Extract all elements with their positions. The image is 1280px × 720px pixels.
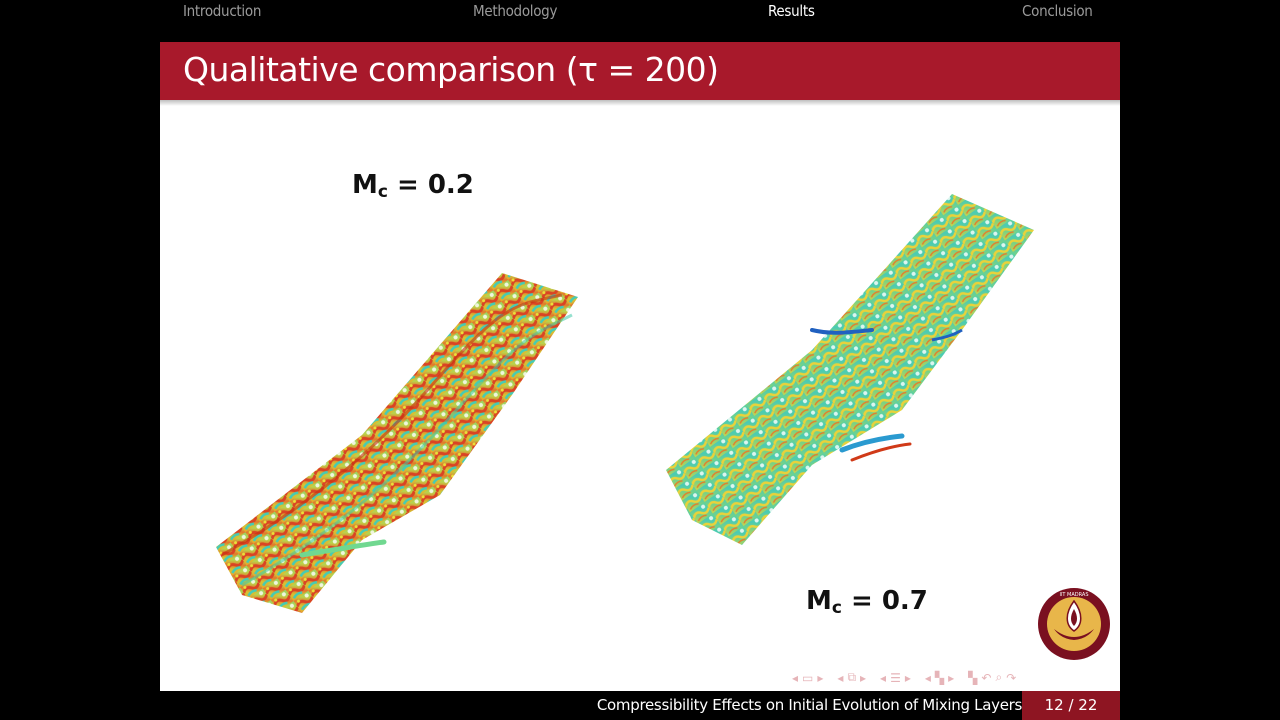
nav-conclusion[interactable]: Conclusion xyxy=(1022,2,1093,20)
vortex-visualization-mc07 xyxy=(666,194,1034,545)
nav-results[interactable]: Results xyxy=(768,2,815,20)
section-icon[interactable]: ☰ xyxy=(890,670,901,685)
label-symbol: M xyxy=(806,586,832,616)
subsection-next-icon[interactable]: ▸ xyxy=(860,670,867,685)
figure-label-left: Mc = 0.2 xyxy=(352,170,474,202)
title-bar-shadow xyxy=(160,100,1120,106)
beamer-navigation-controls: ◂ ▭ ▸ ◂ ⧉ ▸ ◂ ☰ ▸ ◂ ▚ ▸ ▚ ↶ ⌕ ↷ xyxy=(792,670,1016,685)
page-number: 12 / 22 xyxy=(1022,691,1120,720)
presentation-next-icon[interactable]: ▸ xyxy=(948,670,955,685)
back-icon[interactable]: ↶ xyxy=(981,670,992,685)
slide-title: Qualitative comparison (τ = 200) xyxy=(183,50,719,89)
footer-presentation-title: Compressibility Effects on Initial Evolu… xyxy=(596,696,1022,714)
svg-text:IIT MADRAS: IIT MADRAS xyxy=(1059,592,1088,598)
slide: Introduction Methodology Results Conclus… xyxy=(160,0,1120,720)
presentation-icon[interactable]: ▚ xyxy=(934,670,945,685)
frame-prev-icon[interactable]: ◂ xyxy=(792,670,799,685)
appendix-icon[interactable]: ▚ xyxy=(968,670,978,685)
search-icon[interactable]: ⌕ xyxy=(995,670,1003,684)
iit-madras-logo: IIT MADRAS xyxy=(1038,588,1110,660)
subsection-prev-icon[interactable]: ◂ xyxy=(837,670,844,685)
section-nav-bar: Introduction Methodology Results Conclus… xyxy=(160,0,1120,42)
presentation-prev-icon[interactable]: ◂ xyxy=(924,670,931,685)
frame-next-icon[interactable]: ▸ xyxy=(817,670,824,685)
nav-introduction[interactable]: Introduction xyxy=(183,2,262,20)
title-bar xyxy=(160,42,1120,100)
subsection-icon[interactable]: ⧉ xyxy=(847,670,857,684)
label-subscript: c xyxy=(831,598,842,618)
label-symbol: M xyxy=(352,170,378,200)
forward-icon[interactable]: ↷ xyxy=(1006,670,1017,685)
nav-methodology[interactable]: Methodology xyxy=(473,2,558,20)
label-value: = 0.2 xyxy=(387,170,474,200)
frame-icon[interactable]: ▭ xyxy=(802,670,814,685)
section-next-icon[interactable]: ▸ xyxy=(904,670,911,685)
label-value: = 0.7 xyxy=(841,586,928,616)
section-prev-icon[interactable]: ◂ xyxy=(880,670,887,685)
figure-label-right: Mc = 0.7 xyxy=(806,586,928,618)
label-subscript: c xyxy=(377,182,388,202)
footer-bar: Compressibility Effects on Initial Evolu… xyxy=(160,691,1120,720)
vortex-visualization-mc02 xyxy=(216,273,578,613)
